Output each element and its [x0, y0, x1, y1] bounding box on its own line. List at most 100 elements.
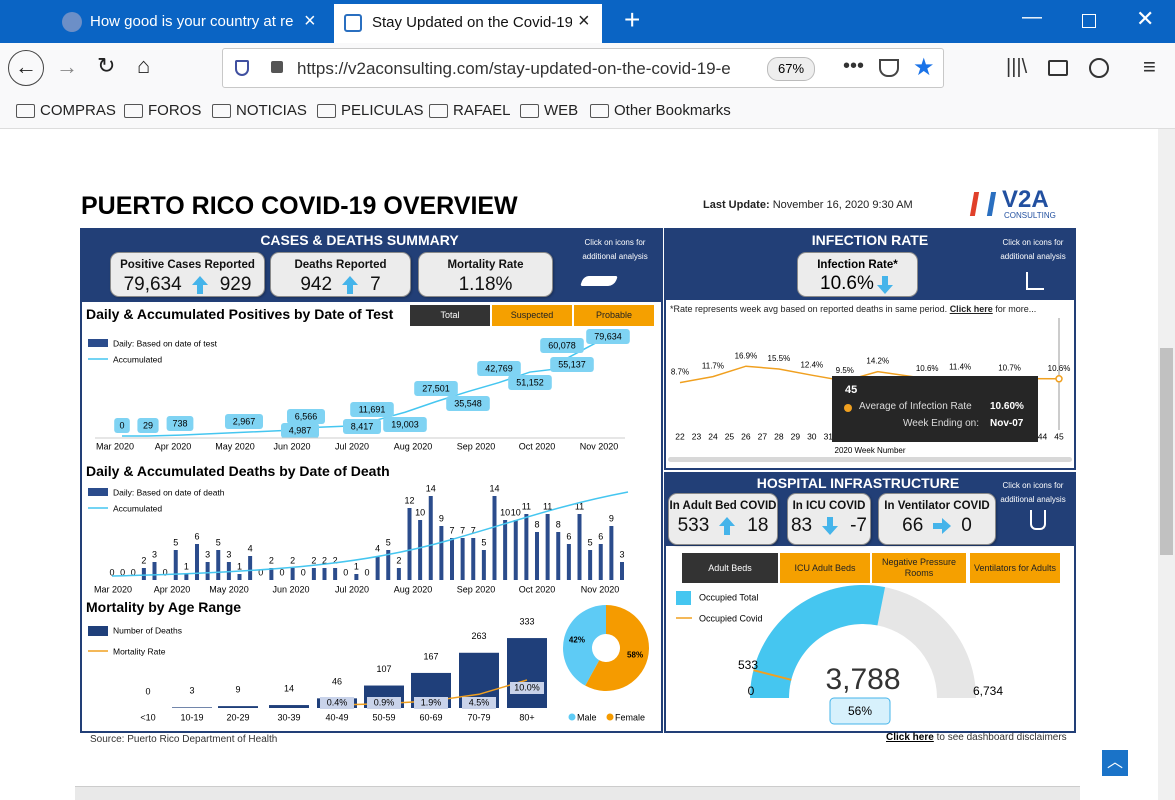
kpi-row: 533 18: [669, 515, 777, 537]
kpi-change: 0: [961, 515, 972, 536]
kpi-change: 18: [747, 515, 769, 536]
folder-icon: [16, 104, 35, 118]
tooltip-value: 10.60%: [990, 401, 1024, 412]
menu[interactable]: ≡: [1143, 54, 1156, 79]
cases-panel: [80, 228, 663, 733]
bookmark[interactable]: PELICULAS: [341, 102, 424, 119]
filter-button[interactable]: Negative Pressure Rooms: [872, 553, 966, 583]
active-tab[interactable]: Stay Updated on the Covid-19 I ×: [334, 4, 602, 43]
maximize[interactable]: [1082, 14, 1096, 28]
filter-button[interactable]: Probable: [574, 305, 654, 326]
filter-button[interactable]: Total: [410, 305, 490, 326]
zoom[interactable]: 67%: [767, 57, 815, 81]
arrow: [191, 276, 208, 294]
kpi-value: 79,634: [123, 274, 182, 295]
bookmark[interactable]: COMPRAS: [40, 102, 116, 119]
health-icon[interactable]: [1030, 510, 1046, 530]
tab[interactable]: How good is your country at re ×: [52, 4, 330, 40]
kpi-label: Deaths Reported: [294, 259, 387, 271]
chart-scrollbar[interactable]: [668, 457, 1072, 462]
tab-title: Stay Updated on the Covid-19 I: [372, 14, 572, 31]
link[interactable]: Click here: [949, 304, 993, 314]
home-button[interactable]: ⌂: [137, 53, 151, 78]
bookmarks-bar: [0, 93, 1175, 129]
panel-note: Click on icons for additional analysis: [1000, 238, 1066, 261]
update-time: November 16, 2020 9:30 AM: [772, 199, 913, 211]
sidebar[interactable]: [1048, 60, 1068, 76]
bookmark[interactable]: RAFAEL: [453, 102, 511, 119]
close[interactable]: ✕: [1136, 6, 1155, 31]
tooltip-label: Week Ending on:: [903, 418, 979, 429]
kpi-value: 66: [902, 515, 924, 536]
bookmark[interactable]: WEB: [544, 102, 579, 119]
arrow: [933, 518, 952, 534]
kpi-card: In Adult Bed COVID 533 18: [668, 493, 778, 545]
forward-button[interactable]: →: [56, 54, 78, 79]
back-button[interactable]: ←: [8, 50, 44, 86]
arrow: [342, 276, 359, 294]
trend-arrow: [822, 517, 839, 535]
kpi-label: In Ventilator COVID: [884, 500, 990, 512]
kpi-card: Infection Rate* 10.6%: [797, 252, 918, 297]
folder-icon: [212, 104, 231, 118]
arrow: [822, 517, 839, 535]
folder-icon: [317, 104, 336, 118]
bookmark[interactable]: FOROS: [148, 102, 202, 119]
down-arrow: [877, 276, 893, 294]
source: Source: Puerto Rico Department of Health: [90, 734, 278, 745]
kpi-card: Positive Cases Reported 79,634 929: [110, 252, 265, 297]
link[interactable]: Click here: [886, 732, 934, 743]
filter-button[interactable]: Adult Beds: [682, 553, 778, 583]
arrow: [719, 517, 736, 535]
scrollbar[interactable]: [1158, 129, 1175, 800]
folder-icon: [124, 104, 143, 118]
kpi-card: Mortality Rate 1.18%: [418, 252, 553, 297]
new-tab[interactable]: +: [624, 4, 641, 35]
bookmark[interactable]: NOTICIAS: [236, 102, 307, 119]
scroll-top[interactable]: ︿: [1102, 750, 1128, 776]
panel-title: HOSPITAL INFRASTRUCTURE: [756, 475, 960, 491]
last-update: Last Update: November 16, 2020 9:30 AM: [703, 199, 913, 211]
kpi-row: 942 7: [271, 274, 410, 296]
chart-title: Daily & Accumulated Positives by Date of…: [86, 306, 394, 322]
kpi-label: In Adult Bed COVID: [669, 500, 777, 512]
library[interactable]: |||\: [1006, 56, 1028, 78]
kpi-card: In Ventilator COVID 66 0: [878, 493, 996, 545]
url-bar[interactable]: https://v2aconsulting.com/stay-updated-o…: [222, 48, 944, 88]
logo: V2A: [1002, 186, 1049, 213]
trend-arrow: [933, 518, 952, 534]
bookmark[interactable]: Other Bookmarks: [614, 102, 731, 119]
folder-icon: [429, 104, 448, 118]
tooltip-label: Average of Infection Rate: [859, 401, 972, 412]
footnote-text: *Rate represents week avg based on repor…: [670, 304, 948, 314]
disclaimer: Click here to see dashboard disclaimers: [886, 732, 1067, 743]
panel-note: Click on icons for additional analysis: [582, 238, 648, 261]
kpi-label: Positive Cases Reported: [120, 259, 255, 271]
dashboard-title: PUERTO RICO COVID-19 OVERVIEW: [81, 192, 518, 220]
kpi-card: In ICU COVID 83 -7: [787, 493, 871, 545]
trend-arrow: [342, 276, 359, 294]
kpi-value: 942: [300, 274, 333, 295]
kpi-row: 66 0: [879, 515, 995, 537]
panel-title: CASES & DEATHS SUMMARY: [260, 232, 459, 248]
tab-title: How good is your country at re: [90, 13, 294, 30]
kpi-value: 1.18%: [458, 274, 513, 295]
panel-note: Click on icons for additional analysis: [1000, 481, 1066, 504]
kpi-row: 79,634 929: [111, 274, 264, 296]
tooltip-dot: [844, 404, 852, 412]
account[interactable]: [1089, 58, 1109, 78]
filter-button[interactable]: ICU Adult Beds: [780, 553, 870, 583]
logo-sub: CONSULTING: [1004, 211, 1056, 220]
link-tail: for more...: [995, 304, 1037, 314]
minimize[interactable]: —: [1022, 6, 1042, 28]
kpi-change: 7: [370, 274, 381, 295]
kpi-change: -7: [850, 515, 868, 536]
map-icon[interactable]: [580, 276, 618, 286]
filter-button[interactable]: Ventilators for Adults: [970, 553, 1060, 583]
filter-button[interactable]: Suspected: [492, 305, 572, 326]
reload-button[interactable]: ↻: [97, 53, 116, 78]
footnote: *Rate represents week avg based on repor…: [670, 304, 1036, 314]
chart-icon[interactable]: [1026, 272, 1044, 290]
kpi-row: 83 -7: [788, 515, 870, 537]
folder-icon: [590, 104, 609, 118]
